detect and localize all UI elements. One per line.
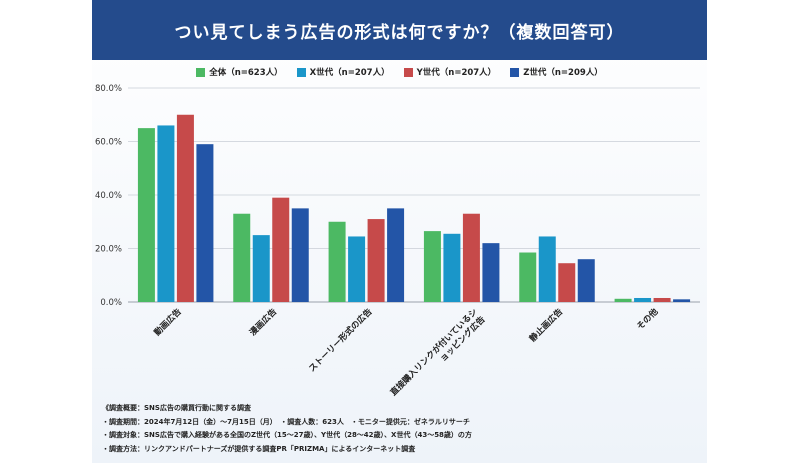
bar [252, 235, 270, 302]
x-tick-label: 漫画広告 [247, 306, 279, 338]
bar [558, 263, 576, 302]
bar [137, 128, 155, 302]
bar [423, 231, 441, 302]
bar [387, 208, 405, 302]
x-tick-label: 動画広告 [152, 306, 184, 338]
bar [634, 297, 652, 302]
chart-header: つい見てしまう広告の形式は何ですか？（複数回答可） [92, 0, 707, 60]
y-tick-label: 40.0% [95, 191, 122, 201]
bar [272, 197, 290, 302]
legend-swatch-all [196, 67, 206, 77]
bar [653, 297, 671, 302]
x-tick-label: ストーリー形式の広告 [307, 306, 375, 374]
bar [443, 233, 461, 302]
bar [577, 259, 595, 302]
legend-item-y: Y世代（n=207人） [403, 66, 497, 78]
note-line: ・調査対象：SNS広告で購入経験がある全国のZ世代（15〜27歳）、Y世代（28… [102, 431, 472, 439]
y-tick-label: 80.0% [95, 84, 122, 94]
legend-label-x: X世代（n=207人） [309, 68, 390, 78]
legend-item-x: X世代（n=207人） [296, 66, 390, 78]
legend-item-z: Z世代（n=209人） [510, 66, 603, 78]
note-line: 《調査概要：SNS広告の購買行動に関する調査 [102, 404, 251, 412]
y-tick-label: 0.0% [100, 298, 122, 308]
y-tick-label: 60.0% [95, 138, 122, 148]
bar [614, 298, 632, 302]
note-line: ・調査方法：リンクアンドパートナーズが提供する調査PR「PRIZMA」によるイン… [102, 444, 416, 453]
bar [482, 243, 500, 302]
legend-label-y: Y世代（n=207人） [416, 68, 497, 78]
bar [462, 213, 480, 302]
legend-item-all: 全体（n=623人） [196, 66, 283, 78]
x-tick-label: 直接購入リンクが付いているショッピング広告 [388, 306, 488, 406]
legend-label-all: 全体（n=623人） [209, 68, 283, 78]
bar [233, 213, 251, 302]
bar [538, 236, 556, 302]
bar [328, 221, 346, 302]
bar [176, 114, 194, 302]
note-line: ・調査期間：2024年7月12日（金）〜7月15日（月） ・調査人数：623人 … [102, 417, 470, 426]
bar [157, 125, 175, 302]
bar [673, 299, 691, 302]
survey-notes: 《調査概要：SNS広告の購買行動に関する調査 ・調査期間：2024年7月12日（… [102, 402, 472, 456]
legend-label-z: Z世代（n=209人） [523, 68, 603, 78]
bar [348, 236, 366, 302]
bar [519, 252, 537, 302]
bar [196, 144, 214, 302]
x-tick-label: その他 [635, 306, 661, 332]
bar [291, 208, 309, 302]
chart-title: つい見てしまう広告の形式は何ですか？（複数回答可） [174, 22, 625, 43]
legend-swatch-y [403, 67, 413, 77]
bar [367, 219, 385, 302]
legend-swatch-x [296, 67, 306, 77]
legend: 全体（n=623人） X世代（n=207人） Y世代（n=207人） Z世代（n… [92, 66, 707, 78]
legend-swatch-z [510, 67, 520, 77]
y-tick-label: 20.0% [95, 245, 122, 255]
x-tick-label: 静止画広告 [527, 306, 565, 344]
